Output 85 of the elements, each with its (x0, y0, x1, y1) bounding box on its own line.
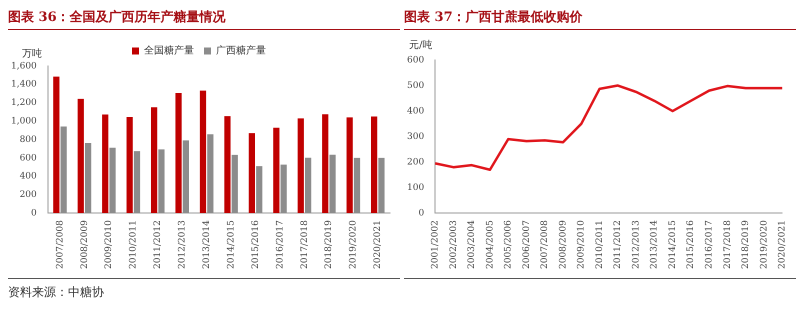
y-tick-label: 0 (418, 208, 424, 219)
x-tick-label: 2005/2006 (504, 220, 514, 270)
x-tick-label: 2009/2010 (104, 220, 114, 270)
x-tick-label: 2020/2021 (373, 220, 384, 270)
x-tick-label: 2002/2003 (448, 220, 459, 270)
bar (370, 116, 378, 214)
x-tick-label: 2018/2019 (741, 220, 752, 270)
bar (273, 128, 280, 214)
bar (158, 149, 165, 214)
x-tick-label: 2010/2011 (128, 220, 139, 270)
x-tick-label: 2019/2020 (348, 220, 359, 270)
bar (329, 154, 336, 214)
y-tick-label: 800 (20, 134, 38, 145)
x-tick-label: 2013/2014 (650, 220, 660, 270)
x-tick-label: 2009/2010 (576, 220, 587, 270)
y-tick-label: 300 (406, 132, 424, 142)
bar (134, 151, 140, 214)
chart-title: 图表 36：全国及广西历年产糖量情况 (8, 8, 400, 30)
y-tick-label: 100 (406, 182, 424, 193)
bar (298, 118, 304, 214)
x-tick-label: 2014/2015 (668, 220, 678, 270)
x-tick-label: 2012/2013 (178, 220, 188, 270)
bar (175, 93, 182, 214)
x-tick-label: 2018/2019 (324, 220, 334, 270)
y-tick-label: 400 (20, 172, 38, 182)
x-tick-label: 2013/2014 (202, 220, 212, 270)
bar (248, 133, 255, 214)
x-tick-label: 2008/2009 (80, 220, 90, 270)
x-tick-label: 2010/2011 (594, 220, 605, 270)
bar (78, 98, 84, 214)
bar (322, 114, 328, 214)
x-tick-label: 2017/2018 (722, 220, 733, 270)
x-tick-label: 2011/2012 (153, 220, 164, 270)
x-tick-label: 2014/2015 (226, 220, 236, 270)
bar (126, 117, 133, 214)
x-tick-label: 2015/2016 (686, 220, 696, 270)
bar (232, 154, 238, 214)
x-tick-label: 2006/2007 (522, 220, 532, 270)
bar (53, 76, 60, 214)
bar (109, 148, 116, 214)
bar (378, 158, 385, 214)
y-tick-label: 1,200 (11, 98, 38, 108)
y-tick-label: 200 (406, 157, 424, 168)
x-tick-label: 2001/2002 (430, 220, 441, 270)
x-tick-label: 2012/2013 (631, 220, 642, 270)
y-tick-label: 1,600 (11, 61, 38, 72)
x-tick-label: 2020/2021 (778, 220, 788, 270)
y-tick-label: 600 (20, 153, 38, 164)
legend-label: 全国糖产量 (144, 44, 194, 57)
bar (150, 107, 158, 214)
x-tick-label: 2015/2016 (250, 220, 261, 270)
y-tick-label: 500 (406, 80, 424, 91)
bar (84, 142, 92, 214)
bar (224, 116, 231, 214)
bar (256, 166, 262, 214)
bar (60, 126, 67, 214)
x-tick-label: 2011/2012 (613, 220, 624, 270)
y-tick-label: 0 (31, 208, 38, 219)
x-tick-label: 2016/2017 (704, 220, 714, 270)
text: 资料来源：中糖协 (8, 285, 104, 299)
bar (102, 114, 108, 214)
bar (304, 158, 312, 214)
legend-label: 广西糖产量 (216, 44, 266, 57)
y-tick-label: 1,000 (11, 116, 38, 127)
y-tick-label: 200 (20, 190, 38, 200)
y-tick-label: 1,400 (11, 80, 38, 90)
x-tick-label: 2007/2008 (540, 220, 550, 270)
bar (354, 158, 360, 214)
x-tick-label: 2017/2018 (300, 220, 310, 270)
y-axis-title: 元/吨 (409, 39, 433, 51)
bar (280, 164, 287, 214)
bar (207, 134, 214, 214)
y-tick-label: 400 (406, 106, 424, 116)
x-tick-label: 2016/2017 (275, 220, 286, 270)
x-tick-label: 2008/2009 (558, 220, 568, 270)
x-tick-label: 2003/2004 (467, 220, 478, 270)
y-axis-title: 万吨 (22, 48, 42, 60)
bar (182, 140, 189, 214)
x-tick-label: 2004/2005 (485, 220, 496, 270)
chart-title: 图表 37：广西甘蔗最低收购价 (404, 8, 796, 30)
bar (346, 117, 353, 214)
bar (200, 90, 206, 214)
y-tick-label: 600 (406, 55, 424, 66)
x-tick-label: 2019/2020 (759, 220, 770, 270)
x-tick-label: 2007/2008 (55, 220, 66, 270)
